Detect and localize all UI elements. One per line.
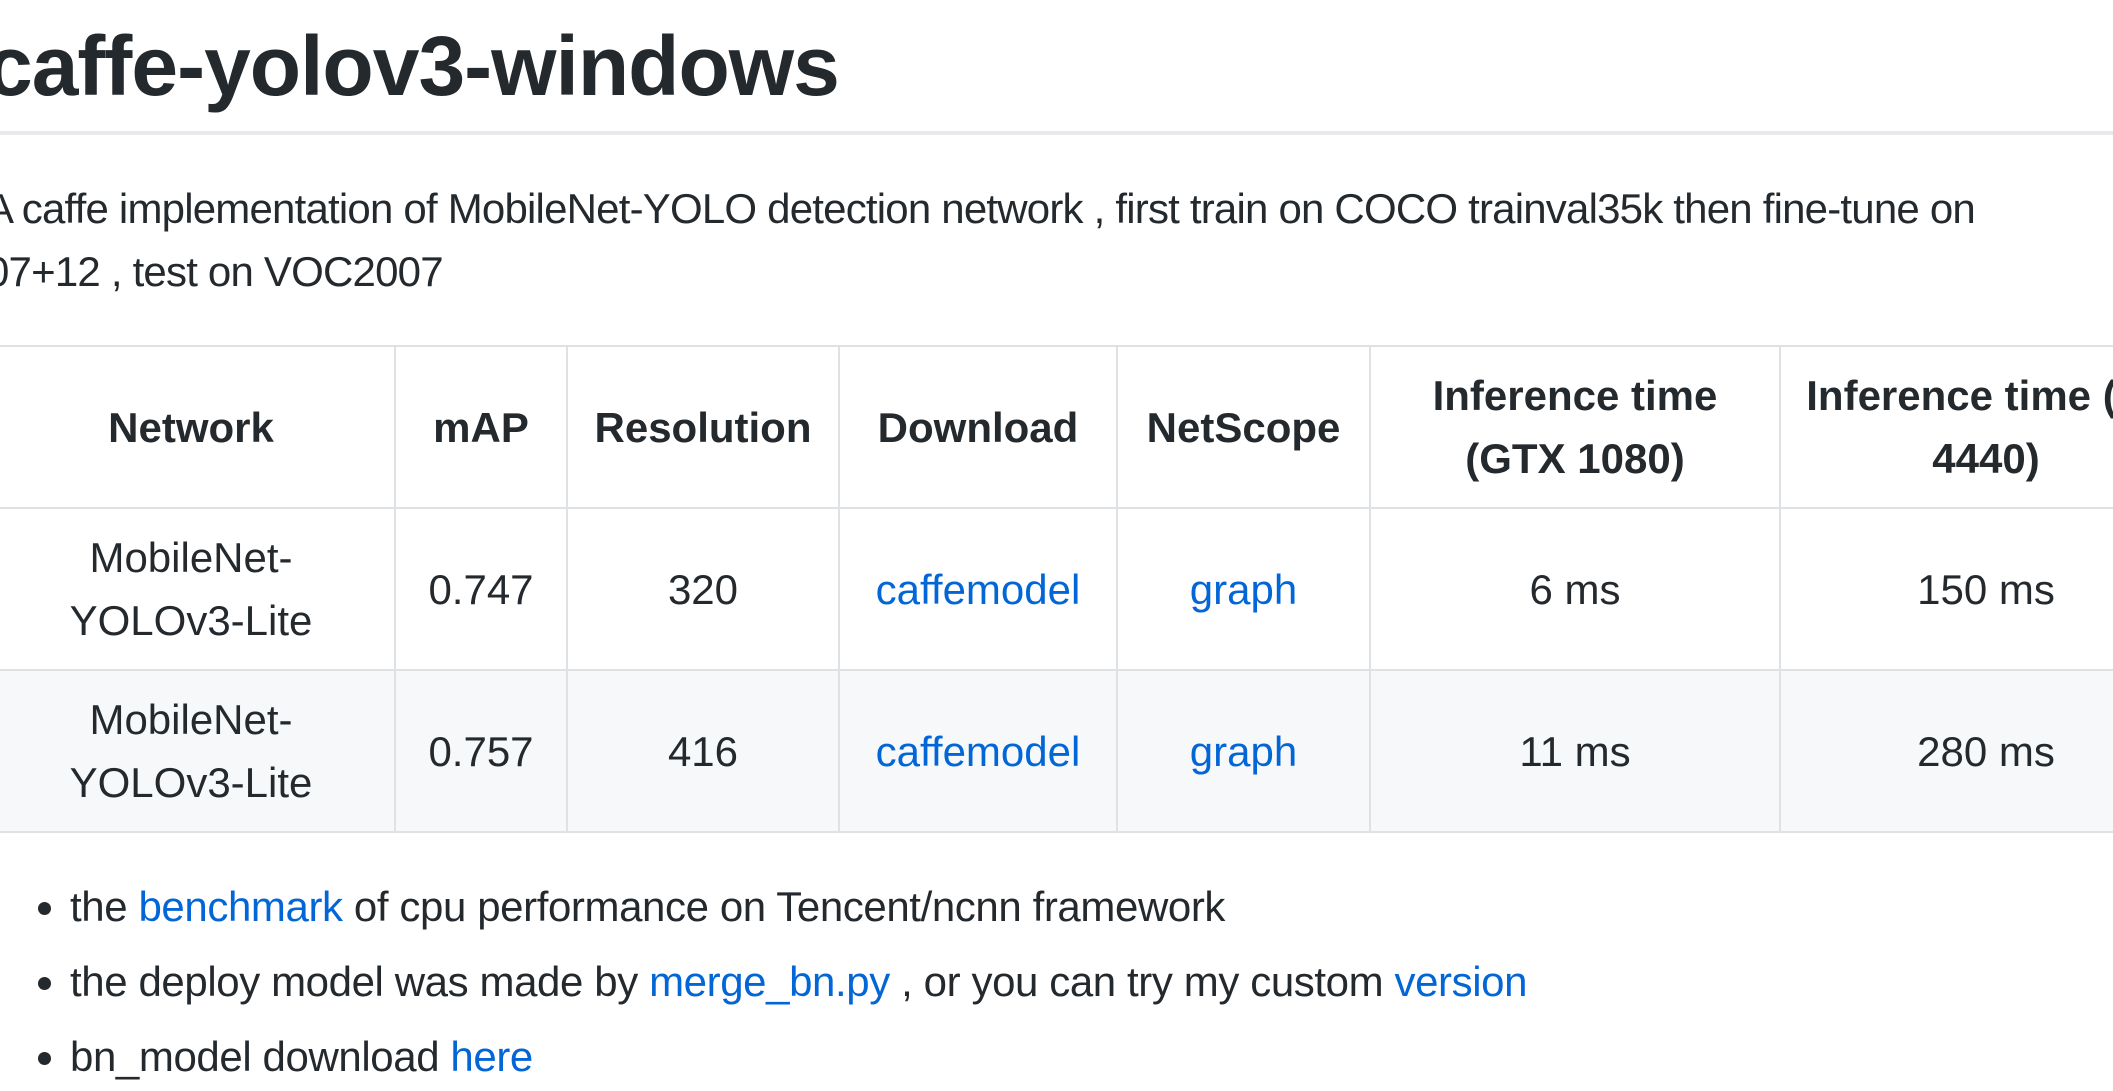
gtx-time-cell: 6 ms <box>1369 507 1781 671</box>
version-link[interactable]: version <box>1394 958 1528 1005</box>
list-item-deploy-model: the deploy model was made by merge_bn.py… <box>70 950 2113 1013</box>
map-cell: 0.747 <box>394 507 568 671</box>
download-cell: caffemodel <box>838 507 1118 671</box>
intro-line-1: A caffe implementation of MobileNet-YOLO… <box>0 185 1976 232</box>
map-cell: 0.757 <box>394 669 568 833</box>
graph-link[interactable]: graph <box>1189 727 1298 775</box>
network-cell: MobileNet-YOLOv3-Lite <box>0 669 396 833</box>
here-link[interactable]: here <box>450 1033 533 1080</box>
list-item-benchmark: the benchmark of cpu performance on Tenc… <box>70 875 2113 938</box>
note-text: the <box>70 883 139 930</box>
caffemodel-link[interactable]: caffemodel <box>875 565 1081 613</box>
column-header-resolution: Resolution <box>566 345 840 509</box>
caffemodel-link[interactable]: caffemodel <box>875 727 1081 775</box>
netscope-cell: graph <box>1116 669 1371 833</box>
column-header-inference-i5-4440: Inference time (i5-4440) <box>1779 345 2113 509</box>
network-cell: MobileNet-YOLOv3-Lite <box>0 507 396 671</box>
column-header-download: Download <box>838 345 1118 509</box>
table-header-row: Network mAP Resolution Download NetScope… <box>0 345 2113 509</box>
note-text: of cpu performance on Tencent/ncnn frame… <box>342 883 1226 930</box>
column-header-network: Network <box>0 345 396 509</box>
gtx-time-cell: 11 ms <box>1369 669 1781 833</box>
intro-paragraph: A caffe implementation of MobileNet-YOLO… <box>0 177 2113 303</box>
i5-time-cell: 150 ms <box>1779 507 2113 671</box>
merge-bn-link[interactable]: merge_bn.py <box>649 958 890 1005</box>
resolution-cell: 320 <box>566 507 840 671</box>
results-table: Network mAP Resolution Download NetScope… <box>0 345 2113 833</box>
i5-time-cell: 280 ms <box>1779 669 2113 833</box>
intro-line-2: 07+12 , test on VOC2007 <box>0 248 444 295</box>
note-text: the deploy model was made by <box>70 958 650 1005</box>
note-text: , or you can try my custom <box>889 958 1395 1005</box>
table-row: MobileNet-YOLOv3-Lite 0.757 416 caffemod… <box>0 669 2113 833</box>
netscope-cell: graph <box>1116 507 1371 671</box>
graph-link[interactable]: graph <box>1189 565 1298 613</box>
download-cell: caffemodel <box>838 669 1118 833</box>
resolution-cell: 416 <box>566 669 840 833</box>
list-item-bn-model: bn_model download here <box>70 1025 2113 1088</box>
notes-list: the benchmark of cpu performance on Tenc… <box>0 875 2113 1088</box>
column-header-netscope: NetScope <box>1116 345 1371 509</box>
benchmark-link[interactable]: benchmark <box>138 883 343 930</box>
note-text: bn_model download <box>70 1033 451 1080</box>
column-header-map: mAP <box>394 345 568 509</box>
column-header-inference-gtx1080: Inference time (GTX 1080) <box>1369 345 1781 509</box>
page-title: caffe-yolov3-windows <box>0 14 2113 135</box>
table-row: MobileNet-YOLOv3-Lite 0.747 320 caffemod… <box>0 507 2113 671</box>
